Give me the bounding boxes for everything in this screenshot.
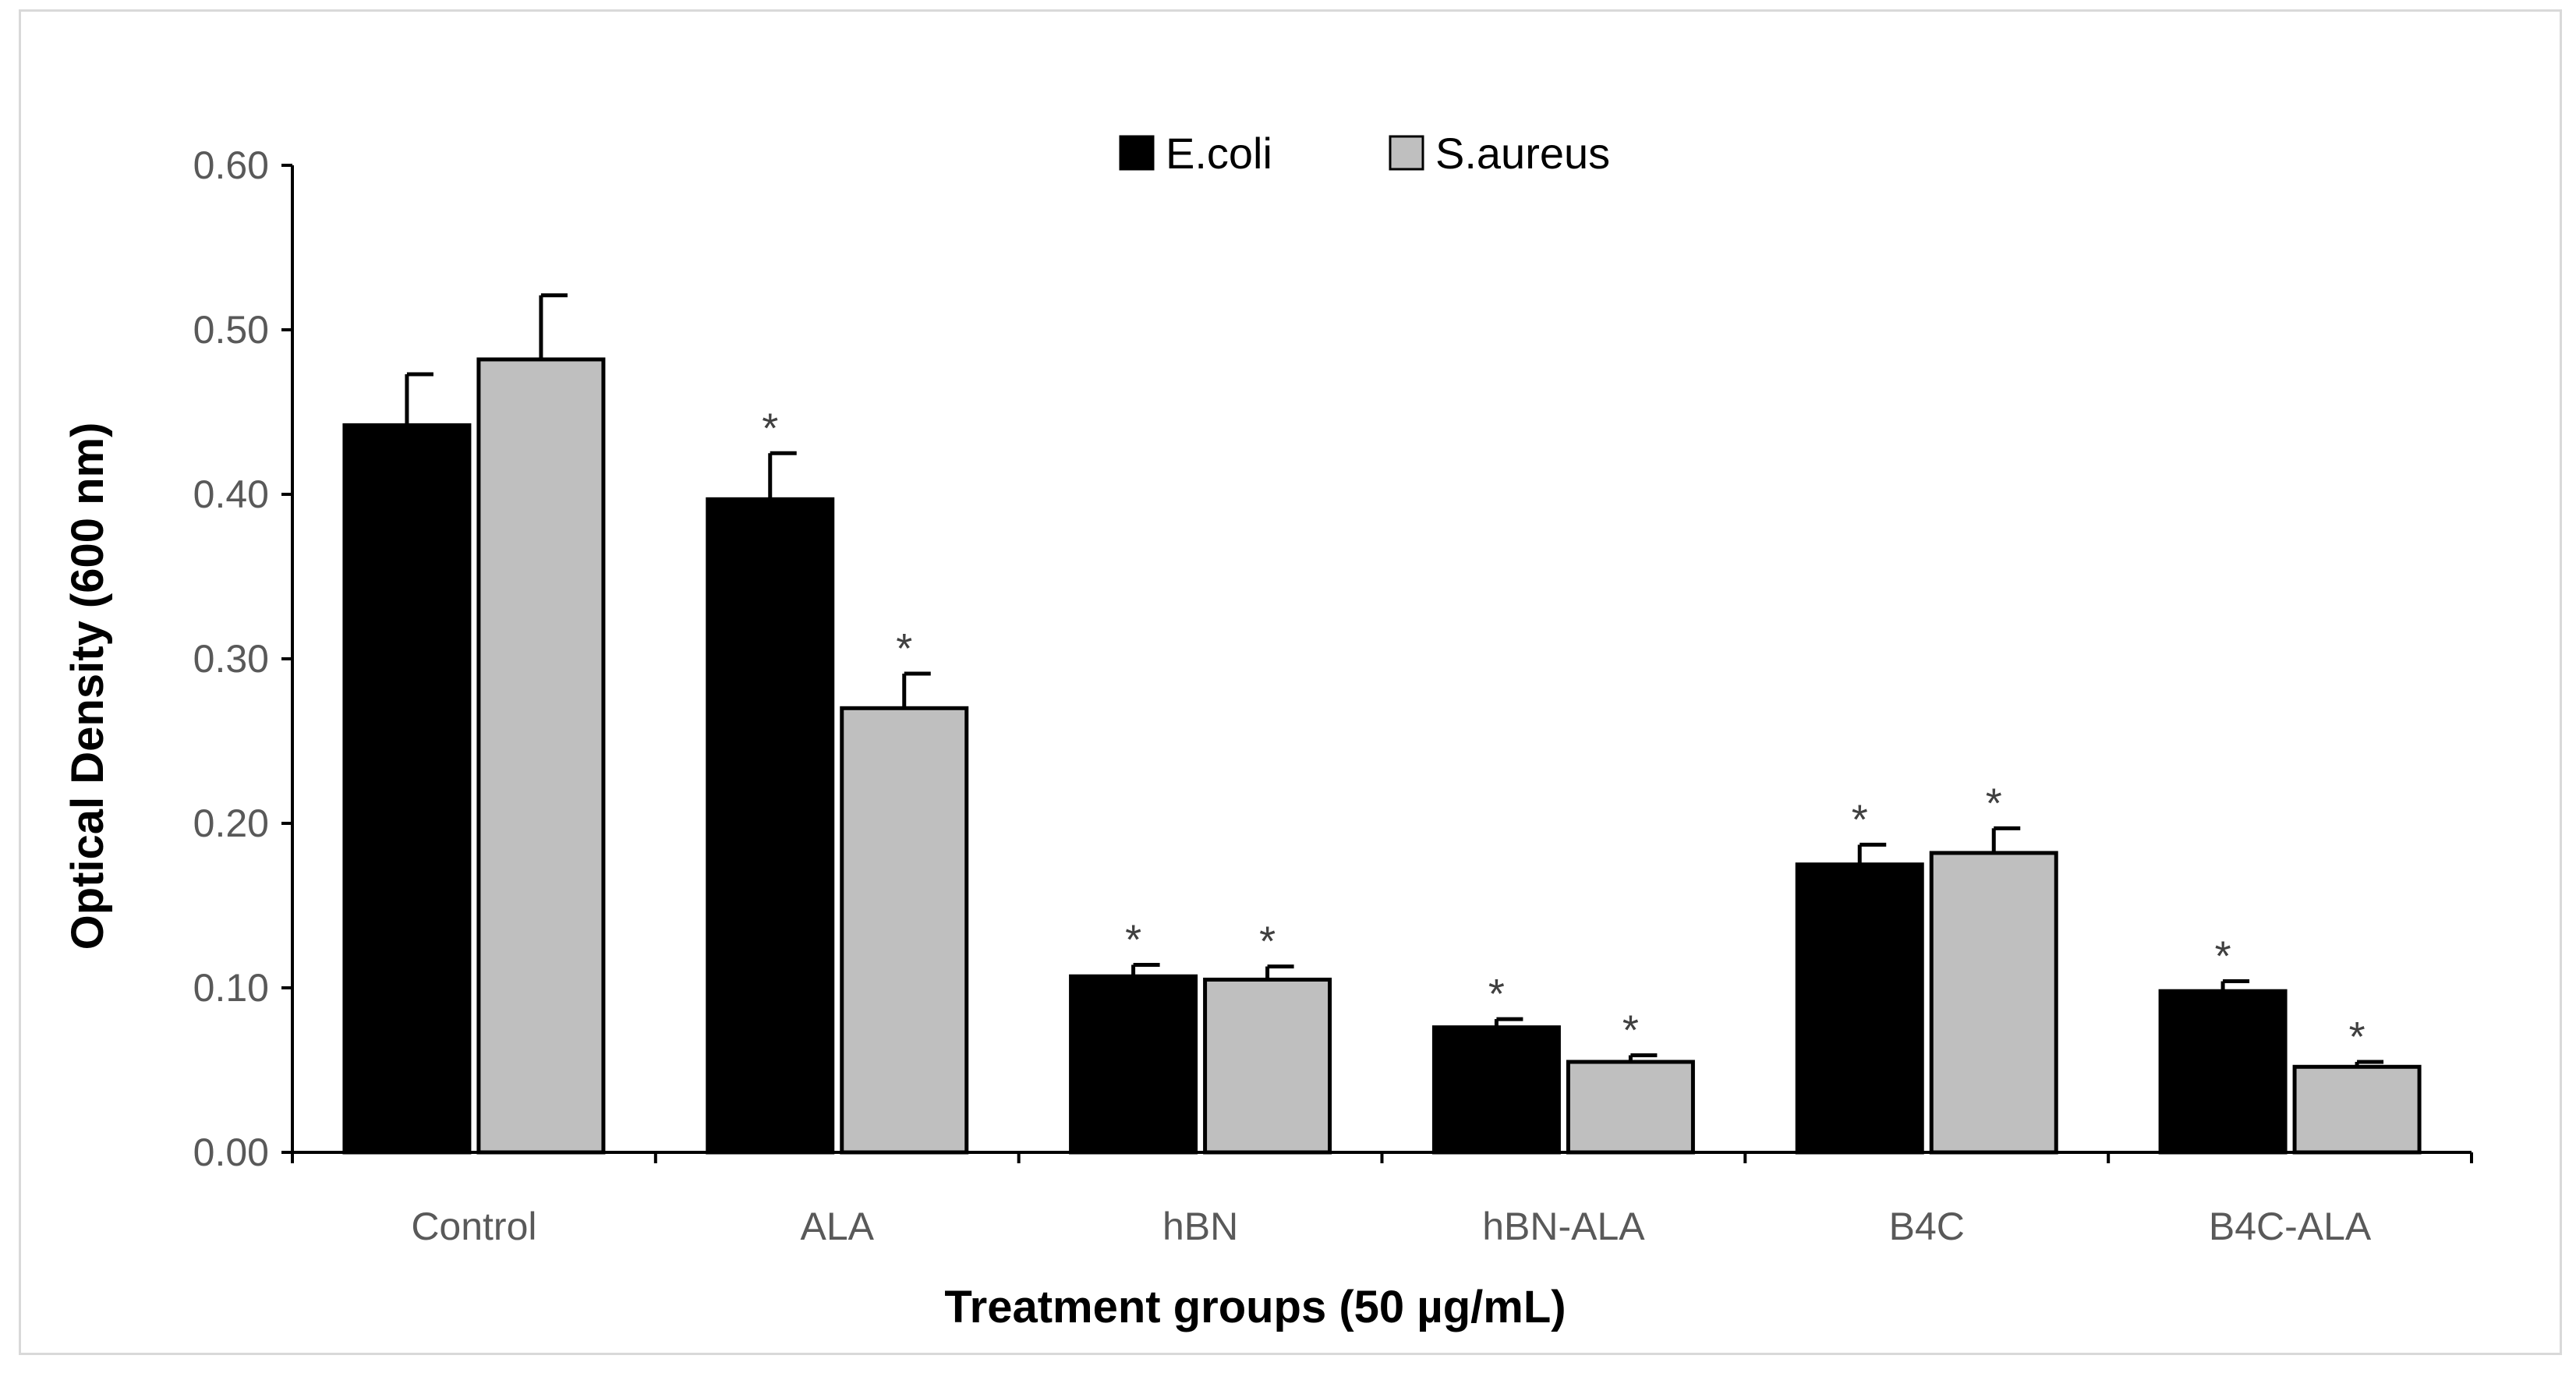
x-tick-label: Control: [411, 1205, 536, 1248]
bar-ecoli-hbnala: [1431, 1025, 1561, 1155]
legend-label-saureus: S.aureus: [1435, 129, 1610, 178]
significance-marker: *: [1852, 796, 1868, 843]
legend-label-ecoli: E.coli: [1166, 129, 1272, 178]
bar-ecoli-ala: [706, 497, 835, 1155]
significance-marker: *: [1259, 918, 1276, 965]
x-tick-label: hBN: [1162, 1205, 1238, 1248]
y-tick-label: 0.50: [193, 308, 269, 352]
x-tick-label: ALA: [800, 1205, 874, 1248]
bar-ecoli-b4c: [1795, 862, 1924, 1155]
significance-marker: *: [2349, 1014, 2365, 1060]
y-tick-label: 0.10: [193, 966, 269, 1010]
x-tick-label: hBN-ALA: [1482, 1205, 1645, 1248]
significance-marker: *: [2215, 933, 2231, 980]
y-ticks: 0.00 0.10 0.20 0.30 0.40 0.50 0.60: [193, 143, 292, 1174]
y-tick-label: 0.40: [193, 472, 269, 516]
axes-layer: [291, 165, 2472, 1154]
significance-marker: *: [1622, 1007, 1639, 1054]
x-ticks: Control ALA hBN hBN-ALA B4C B4C-ALA: [291, 1152, 2473, 1248]
legend-swatch-saureus: [1389, 135, 1424, 171]
y-tick-label: 0.20: [193, 802, 269, 845]
significance-marker: *: [1125, 916, 1141, 963]
significance-marker: *: [1488, 971, 1505, 1017]
bar-saureus-b4c: [1929, 851, 2058, 1155]
bar-ecoli-b4cala: [2158, 989, 2288, 1155]
x-tick-label: B4C: [1889, 1205, 1965, 1248]
x-tick-label: B4C-ALA: [2209, 1205, 2372, 1248]
legend: E.coli S.aureus: [1119, 129, 1610, 178]
y-axis-title: Optical Density (600 nm): [62, 423, 113, 950]
y-tick-label: 0.30: [193, 637, 269, 681]
bar-saureus-b4cala: [2292, 1064, 2422, 1155]
legend-swatch-ecoli: [1119, 135, 1155, 171]
bar-saureus-hbnala: [1566, 1060, 1695, 1155]
bar-saureus-control: [476, 357, 606, 1155]
significance-marker: *: [1986, 780, 2002, 826]
significance-marker: *: [762, 405, 778, 451]
y-tick-label: 0.60: [193, 143, 269, 187]
bar-saureus-hbn: [1203, 977, 1332, 1155]
significance-marker: *: [896, 625, 912, 672]
bar-saureus-ala: [840, 706, 969, 1155]
x-axis-title: Treatment groups (50 µg/mL): [944, 1282, 1566, 1332]
bars-layer: * * * * * * * * * *: [342, 293, 2422, 1155]
bar-ecoli-control: [342, 423, 472, 1155]
y-tick-label: 0.00: [193, 1131, 269, 1174]
bar-ecoli-hbn: [1069, 974, 1198, 1155]
